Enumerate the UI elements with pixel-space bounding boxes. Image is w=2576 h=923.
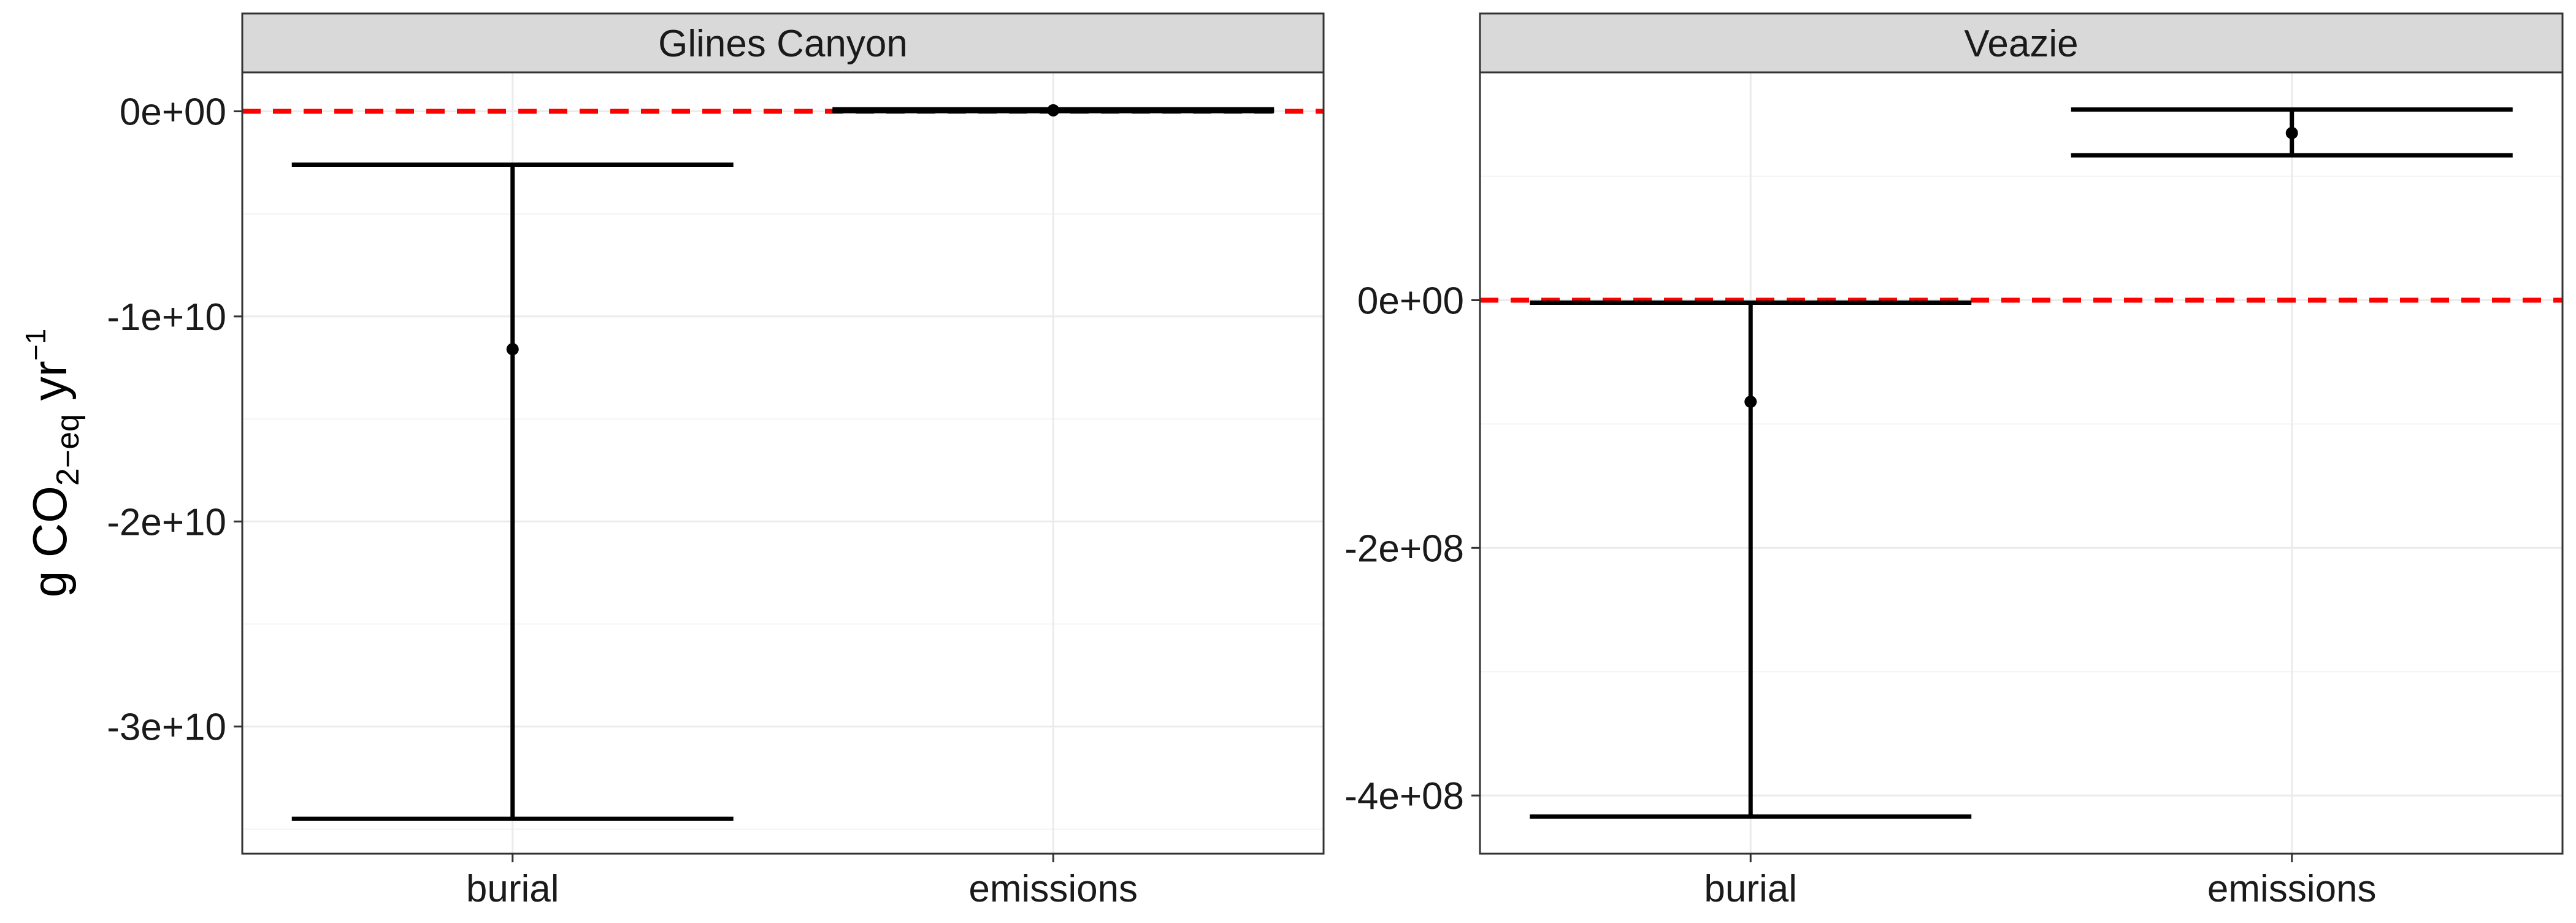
x-tick-label: emissions [2207, 868, 2377, 910]
facet-title: Veazie [1964, 23, 2078, 65]
x-tick-label: burial [466, 868, 559, 910]
facet-panel-1: Veazie 0e+00 -2e+08 -4e+08 burial emissions [1344, 12, 2564, 910]
data-point [506, 343, 519, 356]
y-tick-label: -1e+10 [107, 296, 226, 339]
y-tick-label: -3e+10 [107, 707, 226, 749]
panel-background [242, 72, 1324, 854]
y-tick-label: 0e+00 [120, 91, 226, 134]
y-tick-label: -2e+10 [107, 501, 226, 543]
y-tick-label: -4e+08 [1344, 775, 1464, 818]
errorbar-burial [1530, 301, 1972, 819]
data-point [1744, 396, 1757, 408]
x-tick-label: emissions [968, 868, 1138, 910]
panel-background [1480, 72, 2563, 854]
facet-panel-0: Glines Canyon 0e+00 -1e+10 -2e+10 -3e+10 buri… [20, 12, 1325, 910]
y-tick-label: -2e+08 [1344, 527, 1464, 570]
errorbar-emissions [832, 104, 1275, 117]
data-point [2285, 126, 2298, 139]
facet-title: Glines Canyon [658, 23, 908, 65]
y-tick-label: 0e+00 [1357, 280, 1464, 322]
facet-strip [241, 12, 1325, 74]
errorbar-burial [291, 162, 734, 821]
x-tick-label: burial [1704, 868, 1797, 910]
data-point [1047, 104, 1060, 117]
facet-strip [1479, 12, 2564, 74]
y-axis-title: g CO2−eq yr−1 [20, 329, 86, 597]
errorbar-emissions [2071, 107, 2513, 158]
